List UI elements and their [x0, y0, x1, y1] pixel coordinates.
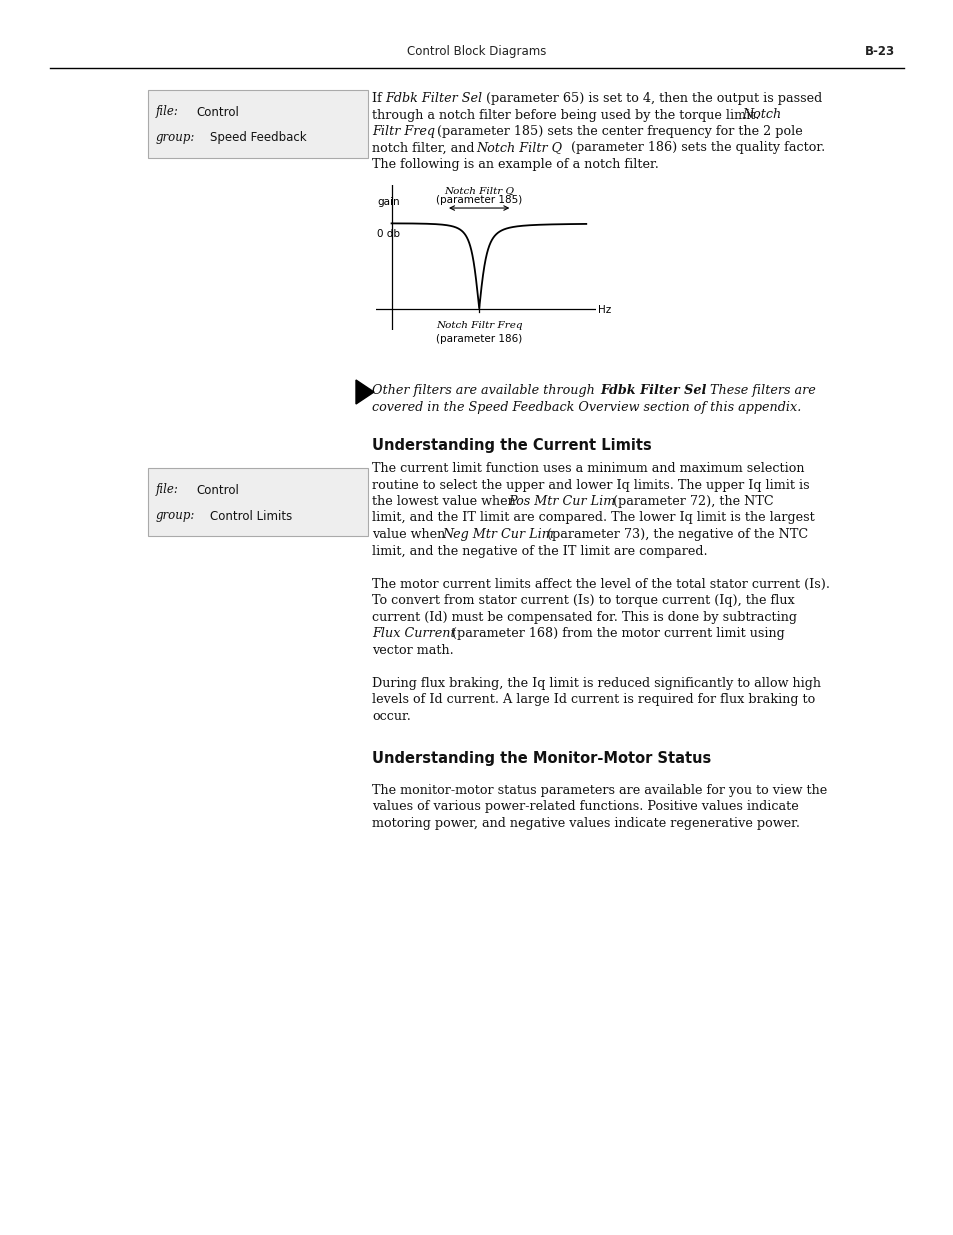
- Text: group:: group:: [156, 510, 195, 522]
- Text: Speed Feedback: Speed Feedback: [210, 131, 306, 144]
- Text: values of various power-related functions. Positive values indicate: values of various power-related function…: [372, 800, 798, 814]
- Text: notch filter, and: notch filter, and: [372, 142, 478, 154]
- Text: Fdbk Filter Sel: Fdbk Filter Sel: [385, 91, 481, 105]
- Text: The motor current limits affect the level of the total stator current (Is).: The motor current limits affect the leve…: [372, 578, 829, 590]
- Text: file:: file:: [156, 483, 178, 496]
- Text: covered in the Speed Feedback Overview section of this appendix.: covered in the Speed Feedback Overview s…: [372, 400, 801, 414]
- Text: The following is an example of a notch filter.: The following is an example of a notch f…: [372, 158, 659, 170]
- Text: Control: Control: [195, 105, 238, 119]
- Text: current (Id) must be compensated for. This is done by subtracting: current (Id) must be compensated for. Th…: [372, 610, 796, 624]
- Text: Pos Mtr Cur Lim: Pos Mtr Cur Lim: [507, 495, 615, 508]
- Text: (parameter 65) is set to 4, then the output is passed: (parameter 65) is set to 4, then the out…: [481, 91, 821, 105]
- Text: vector math.: vector math.: [372, 643, 454, 657]
- Text: Filtr Freq: Filtr Freq: [372, 125, 435, 138]
- Text: Control Limits: Control Limits: [210, 510, 292, 522]
- Text: file:: file:: [156, 105, 178, 119]
- Text: Hz: Hz: [598, 305, 611, 315]
- Text: Control Block Diagrams: Control Block Diagrams: [407, 44, 546, 58]
- Text: 0 db: 0 db: [376, 228, 399, 238]
- Text: Notch: Notch: [741, 109, 781, 121]
- Text: levels of Id current. A large Id current is required for flux braking to: levels of Id current. A large Id current…: [372, 693, 815, 706]
- Text: limit, and the IT limit are compared. The lower Iq limit is the largest: limit, and the IT limit are compared. Th…: [372, 511, 814, 525]
- Text: value when: value when: [372, 529, 449, 541]
- Text: Flux Current: Flux Current: [372, 627, 456, 640]
- Text: (parameter 186): (parameter 186): [436, 335, 521, 345]
- Bar: [148, 90, 368, 158]
- Text: Control: Control: [195, 483, 238, 496]
- Text: routine to select the upper and lower Iq limits. The upper Iq limit is: routine to select the upper and lower Iq…: [372, 478, 809, 492]
- Text: Notch Filtr Freq: Notch Filtr Freq: [436, 321, 522, 331]
- Text: (parameter 185): (parameter 185): [436, 195, 521, 205]
- Text: (parameter 72), the NTC: (parameter 72), the NTC: [608, 495, 773, 508]
- Text: Notch Filtr Q: Notch Filtr Q: [444, 186, 514, 195]
- Text: Fdbk Filter Sel: Fdbk Filter Sel: [599, 384, 705, 396]
- Text: Understanding the Monitor-Motor Status: Understanding the Monitor-Motor Status: [372, 751, 711, 766]
- Text: motoring power, and negative values indicate regenerative power.: motoring power, and negative values indi…: [372, 816, 800, 830]
- Text: If: If: [372, 91, 385, 105]
- Text: (parameter 185) sets the center frequency for the 2 pole: (parameter 185) sets the center frequenc…: [433, 125, 801, 138]
- Text: Understanding the Current Limits: Understanding the Current Limits: [372, 438, 651, 453]
- Text: (parameter 168) from the motor current limit using: (parameter 168) from the motor current l…: [448, 627, 784, 640]
- Text: Notch Filtr Q: Notch Filtr Q: [476, 142, 561, 154]
- Text: limit, and the negative of the IT limit are compared.: limit, and the negative of the IT limit …: [372, 545, 707, 557]
- Text: . These filters are: . These filters are: [701, 384, 815, 396]
- Polygon shape: [355, 380, 374, 404]
- Text: Other filters are available through: Other filters are available through: [372, 384, 598, 396]
- Text: through a notch filter before being used by the torque limit.: through a notch filter before being used…: [372, 109, 762, 121]
- Text: During flux braking, the Iq limit is reduced significantly to allow high: During flux braking, the Iq limit is red…: [372, 677, 821, 689]
- Text: gain: gain: [376, 198, 399, 207]
- Text: (parameter 186) sets the quality factor.: (parameter 186) sets the quality factor.: [566, 142, 824, 154]
- Text: group:: group:: [156, 131, 195, 144]
- Text: (parameter 73), the negative of the NTC: (parameter 73), the negative of the NTC: [542, 529, 807, 541]
- Text: occur.: occur.: [372, 709, 411, 722]
- Text: The current limit function uses a minimum and maximum selection: The current limit function uses a minimu…: [372, 462, 803, 475]
- Text: B-23: B-23: [864, 44, 894, 58]
- Bar: [148, 468, 368, 536]
- Text: The monitor-motor status parameters are available for you to view the: The monitor-motor status parameters are …: [372, 784, 826, 797]
- Text: Neg Mtr Cur Lim: Neg Mtr Cur Lim: [441, 529, 554, 541]
- Text: To convert from stator current (Is) to torque current (Iq), the flux: To convert from stator current (Is) to t…: [372, 594, 794, 606]
- Text: the lowest value when: the lowest value when: [372, 495, 519, 508]
